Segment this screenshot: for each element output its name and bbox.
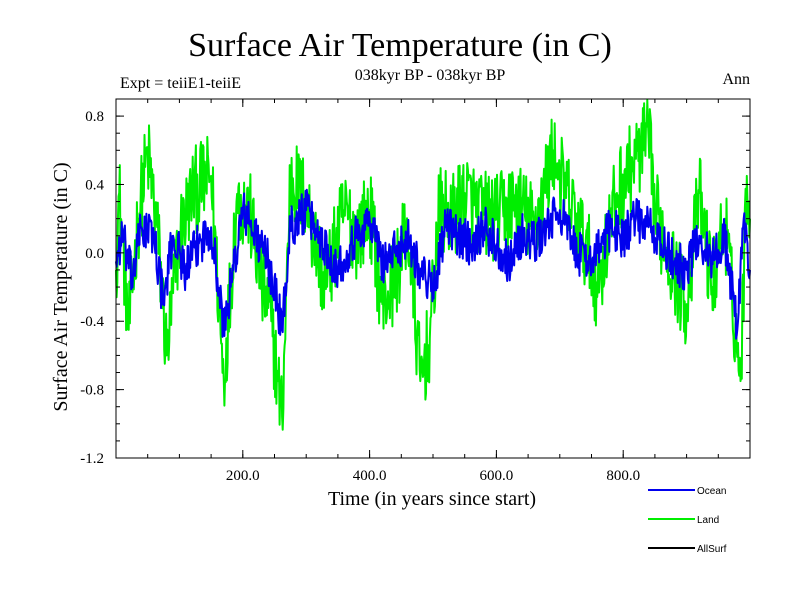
chart-subtitle: 038kyr BP - 038kyr BP [355,67,506,84]
plot-lines [115,99,751,431]
legend-label-ocean: Ocean [697,486,726,497]
season-label: Ann [722,71,750,88]
y-tick-label: -0.4 [80,314,104,330]
legend-label-allsurf: AllSurf [697,544,727,555]
x-axis-label: Time (in years since start) [328,488,536,510]
x-tick-label: 200.0 [226,468,260,484]
y-axis-label: Surface Air Temperature (in C) [50,162,72,411]
experiment-label: Expt = teiiE1-teiiE [120,75,241,92]
y-tick-label: 0.8 [85,109,104,125]
x-tick-label: 800.0 [606,468,640,484]
axis-ticks: 0.8 0.4 0.0 -0.4 -0.8 -1.2 200.0 400.0 600.0 800.… [80,98,750,484]
legend-label-land: Land [697,515,719,526]
series-line-land [115,99,751,431]
y-tick-label: -0.8 [80,383,104,399]
x-tick-label: 400.0 [353,468,387,484]
chart-title: Surface Air Temperature (in C) [188,27,612,64]
y-tick-label: -1.2 [80,451,104,467]
legend: Ocean Land AllSurf [648,486,727,555]
series-line-ocean [115,188,751,340]
y-tick-label: 0.4 [85,177,104,193]
y-tick-label: 0.0 [85,246,104,262]
x-tick-label: 600.0 [480,468,514,484]
